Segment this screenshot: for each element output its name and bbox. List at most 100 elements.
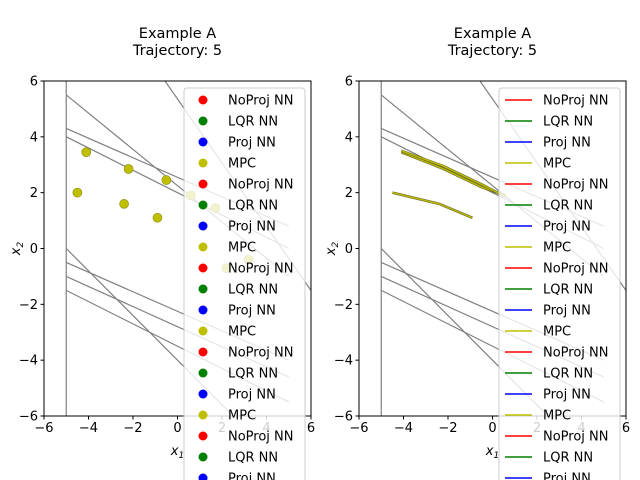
data-point bbox=[123, 164, 134, 174]
legend: NoProj NN LQR NN Proj NN MPC NoProj NN LQR NN… bbox=[498, 87, 621, 480]
legend-label: NoProj NN bbox=[228, 94, 294, 109]
x-tick-label: −4 bbox=[394, 421, 413, 436]
x-axis-label: x1 bbox=[485, 444, 499, 461]
legend-box bbox=[183, 87, 306, 480]
y-tick-label: −2 bbox=[334, 298, 353, 313]
y-tick-label: 2 bbox=[30, 186, 38, 201]
y-tick-label: −6 bbox=[334, 410, 353, 425]
legend-label: MPC bbox=[543, 157, 571, 172]
legend-label: NoProj NN bbox=[543, 262, 609, 277]
legend-label: MPC bbox=[228, 157, 256, 172]
chart-title-line: Example A bbox=[454, 26, 532, 42]
legend-label: MPC bbox=[543, 325, 571, 340]
legend-marker bbox=[198, 347, 208, 357]
legend-marker bbox=[198, 431, 208, 441]
y-tick-label: 0 bbox=[30, 242, 38, 257]
x-tick-label: 0 bbox=[173, 421, 181, 436]
x-tick-label: 0 bbox=[488, 421, 496, 436]
legend-label: MPC bbox=[228, 241, 256, 256]
x-tick-label: 6 bbox=[307, 421, 315, 436]
constraint-line bbox=[380, 248, 549, 416]
legend-label: MPC bbox=[543, 241, 571, 256]
legend-marker bbox=[198, 158, 208, 168]
legend-label: Proj NN bbox=[228, 472, 276, 480]
y-tick-label: 0 bbox=[345, 242, 353, 257]
legend-label: NoProj NN bbox=[543, 94, 609, 109]
y-axis-label: x2 bbox=[324, 242, 341, 257]
legend-label: Proj NN bbox=[228, 304, 276, 319]
legend-marker bbox=[198, 221, 208, 231]
legend-marker bbox=[198, 368, 208, 378]
x-tick-label: −4 bbox=[79, 421, 98, 436]
legend-label: MPC bbox=[228, 409, 256, 424]
x-axis-label: x1 bbox=[170, 444, 184, 461]
y-tick-label: 2 bbox=[345, 186, 353, 201]
legend-marker bbox=[198, 95, 208, 105]
legend-label: Proj NN bbox=[228, 136, 276, 151]
y-tick-label: −4 bbox=[19, 354, 38, 369]
y-tick-label: −2 bbox=[19, 298, 38, 313]
legend-label: NoProj NN bbox=[228, 346, 294, 361]
legend-label: Proj NN bbox=[543, 388, 591, 403]
legend-marker bbox=[198, 389, 208, 399]
chart-title-line: Trajectory: 5 bbox=[132, 43, 222, 59]
legend-marker bbox=[198, 326, 208, 336]
legend-label: LQR NN bbox=[228, 451, 278, 466]
legend-label: LQR NN bbox=[543, 115, 593, 130]
legend-marker bbox=[198, 137, 208, 147]
data-point bbox=[81, 147, 92, 157]
legend-marker bbox=[198, 179, 208, 189]
data-point bbox=[119, 199, 129, 209]
y-tick-label: −6 bbox=[19, 410, 38, 425]
legend-marker bbox=[198, 284, 208, 294]
legend-marker bbox=[198, 116, 208, 126]
y-tick-label: −4 bbox=[334, 354, 353, 369]
data-point bbox=[161, 175, 172, 185]
y-tick-label: 4 bbox=[345, 130, 353, 145]
legend-marker bbox=[198, 410, 208, 420]
x-tick-label: −6 bbox=[349, 421, 368, 436]
legend-label: Proj NN bbox=[228, 388, 276, 403]
legend-marker bbox=[198, 452, 208, 462]
legend-label: NoProj NN bbox=[543, 178, 609, 193]
y-tick-label: 6 bbox=[345, 75, 353, 90]
legend-label: MPC bbox=[543, 409, 571, 424]
legend-label: LQR NN bbox=[228, 115, 278, 130]
legend-box bbox=[498, 87, 621, 480]
legend-marker bbox=[198, 473, 208, 480]
legend-label: NoProj NN bbox=[543, 346, 609, 361]
chart-title-line: Trajectory: 5 bbox=[447, 43, 537, 59]
legend: NoProj NN LQR NN Proj NN MPC NoProj NN LQR NN… bbox=[183, 87, 306, 480]
legend-label: Proj NN bbox=[228, 220, 276, 235]
legend-label: LQR NN bbox=[228, 199, 278, 214]
legend-label: LQR NN bbox=[228, 367, 278, 382]
legend-label: LQR NN bbox=[543, 199, 593, 214]
trajectory-line bbox=[401, 150, 507, 198]
legend-label: LQR NN bbox=[543, 367, 593, 382]
legend-label: NoProj NN bbox=[228, 178, 294, 193]
legend-label: LQR NN bbox=[543, 283, 593, 298]
chart-title-line: Example A bbox=[139, 26, 217, 42]
x-tick-label: −2 bbox=[123, 421, 142, 436]
x-tick-label: −6 bbox=[34, 421, 53, 436]
legend-label: Proj NN bbox=[543, 220, 591, 235]
data-point bbox=[152, 212, 163, 223]
legend-marker bbox=[198, 242, 208, 252]
legend-label: Proj NN bbox=[543, 304, 591, 319]
constraint-line bbox=[65, 248, 234, 416]
legend-label: Proj NN bbox=[543, 472, 591, 480]
legend-marker bbox=[198, 200, 208, 210]
legend-marker bbox=[198, 263, 208, 273]
y-axis-label: x2 bbox=[9, 242, 26, 257]
y-tick-label: 6 bbox=[30, 75, 38, 90]
legend-label: LQR NN bbox=[228, 283, 278, 298]
legend-label: NoProj NN bbox=[228, 262, 294, 277]
y-tick-label: 4 bbox=[30, 130, 38, 145]
legend-label: Proj NN bbox=[543, 136, 591, 151]
legend-label: LQR NN bbox=[543, 451, 593, 466]
legend-label: MPC bbox=[228, 325, 256, 340]
legend-label: NoProj NN bbox=[543, 430, 609, 445]
